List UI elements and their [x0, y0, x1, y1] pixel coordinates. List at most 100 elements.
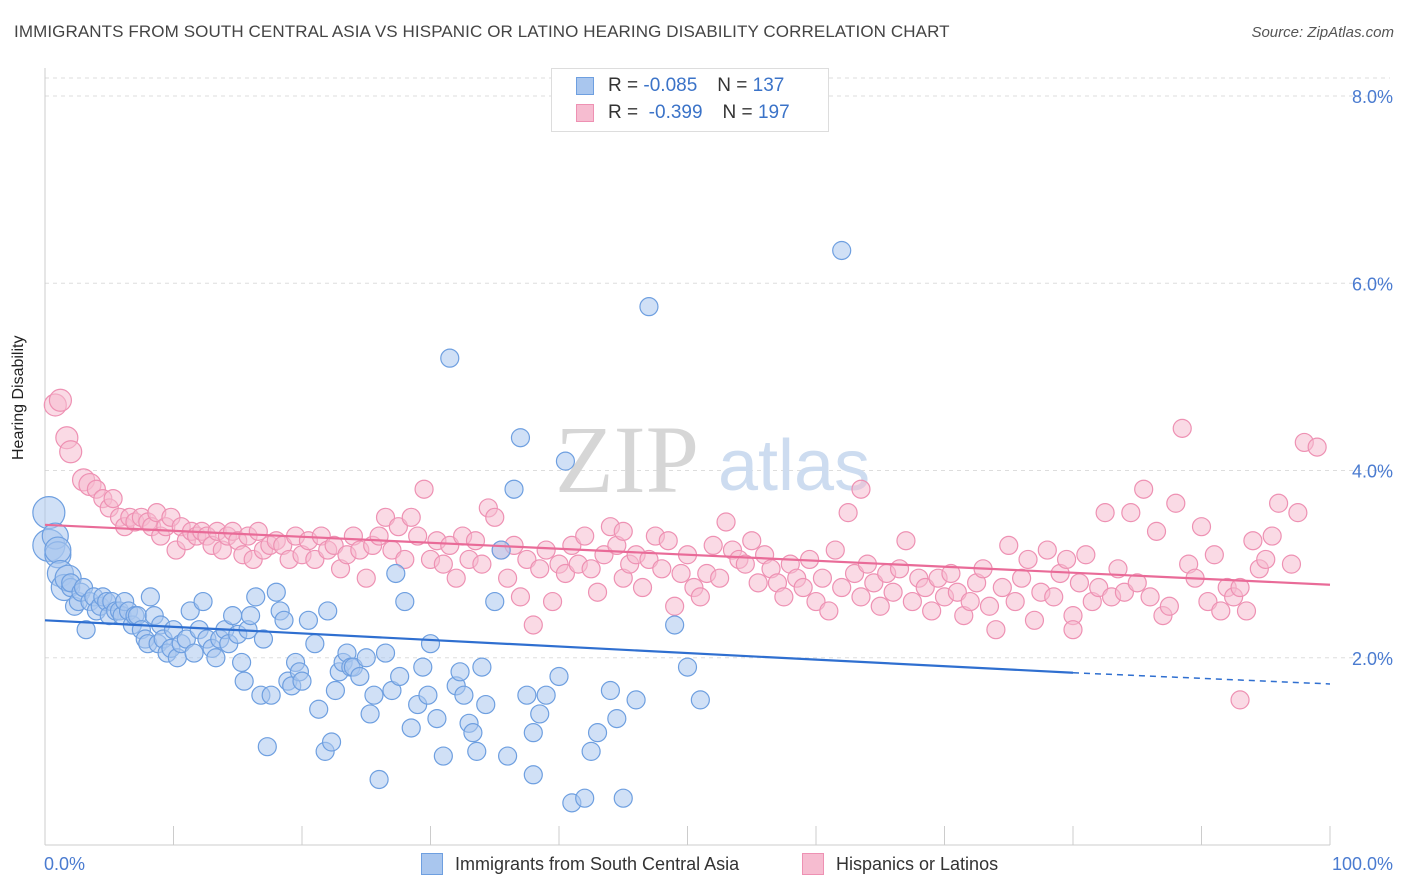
point-hispanics	[1172, 418, 1192, 438]
point-hispanics	[48, 388, 73, 412]
legend-row-blue: R = -0.085 N = 137	[576, 74, 784, 98]
point-south-central-asia	[356, 648, 376, 668]
point-hispanics	[1243, 531, 1263, 551]
point-hispanics	[1018, 549, 1038, 570]
point-hispanics	[915, 577, 935, 598]
point-hispanics	[671, 563, 691, 584]
point-hispanics	[690, 587, 710, 607]
point-hispanics	[825, 540, 845, 560]
point-hispanics	[1011, 568, 1032, 588]
point-hispanics	[896, 531, 916, 551]
point-south-central-asia	[613, 788, 633, 808]
point-hispanics	[1166, 493, 1186, 513]
point-south-central-asia	[234, 671, 254, 691]
point-south-central-asia	[413, 657, 433, 677]
legend-swatch-blue	[576, 77, 594, 95]
point-south-central-asia	[246, 587, 266, 607]
point-hispanics	[864, 573, 884, 593]
point-hispanics	[1211, 601, 1231, 621]
tick-labels: 2.0% 4.0% 6.0% 8.0% 0.0% 100.0%	[44, 87, 1393, 874]
point-south-central-asia	[266, 582, 286, 602]
x-tick-label-end: 100.0%	[1332, 854, 1393, 874]
point-hispanics	[375, 507, 396, 527]
point-south-central-asia	[321, 732, 342, 752]
point-south-central-asia	[427, 709, 447, 729]
point-hispanics	[1037, 540, 1057, 560]
point-hispanics	[1198, 591, 1218, 612]
point-hispanics	[735, 554, 755, 574]
point-hispanics	[433, 554, 453, 574]
watermark-zip: ZIP	[555, 406, 699, 513]
point-hispanics	[812, 568, 833, 588]
trend-lines	[44, 523, 1331, 685]
point-hispanics	[947, 582, 967, 602]
point-south-central-asia	[241, 606, 261, 626]
point-hispanics	[632, 577, 653, 598]
point-hispanics	[59, 440, 83, 464]
point-south-central-asia	[665, 615, 685, 635]
point-hispanics	[305, 549, 325, 570]
point-hispanics	[575, 526, 595, 546]
point-hispanics	[870, 596, 890, 616]
point-hispanics	[844, 563, 865, 584]
point-hispanics	[472, 554, 492, 574]
legend-blue-n-label: N =	[717, 75, 748, 96]
y-tick-label: 8.0%	[1352, 87, 1393, 107]
point-hispanics	[1230, 690, 1250, 710]
point-hispanics	[793, 577, 813, 598]
point-south-central-asia	[360, 704, 380, 724]
point-south-central-asia	[401, 718, 421, 738]
point-hispanics	[986, 620, 1006, 640]
point-hispanics	[1044, 587, 1064, 607]
point-hispanics	[1146, 521, 1167, 541]
axes	[44, 68, 1331, 846]
point-south-central-asia	[375, 643, 396, 663]
point-south-central-asia	[530, 704, 550, 724]
point-hispanics	[395, 549, 415, 570]
point-hispanics	[613, 521, 633, 541]
point-hispanics	[587, 582, 608, 602]
point-south-central-asia	[485, 591, 505, 612]
point-south-central-asia	[476, 694, 496, 715]
point-hispanics	[1095, 503, 1115, 523]
point-hispanics	[979, 596, 1000, 616]
point-hispanics	[356, 568, 376, 588]
point-hispanics	[652, 559, 672, 579]
point-hispanics	[1069, 573, 1090, 593]
point-hispanics	[1024, 610, 1045, 630]
point-hispanics	[440, 535, 460, 556]
bottom-legend-pink-label: Hispanics or Latinos	[836, 853, 999, 874]
correlation-legend: R = -0.085 N = 137 R = -0.399 N = 197	[551, 68, 829, 132]
point-south-central-asia	[690, 690, 710, 710]
y-tick-label: 4.0%	[1352, 462, 1393, 482]
point-hispanics	[1063, 620, 1083, 640]
point-hispanics	[1230, 577, 1250, 598]
point-hispanics	[1288, 503, 1308, 523]
point-hispanics	[832, 577, 852, 598]
point-south-central-asia	[536, 685, 556, 705]
point-south-central-asia	[555, 451, 576, 471]
point-hispanics	[922, 601, 942, 621]
point-south-central-asia	[206, 648, 226, 668]
point-hispanics	[1127, 573, 1147, 593]
point-south-central-asia	[607, 709, 627, 729]
point-hispanics	[806, 591, 826, 612]
point-hispanics	[1121, 503, 1141, 523]
point-hispanics	[1134, 479, 1154, 499]
bottom-legend-swatch-blue	[421, 853, 443, 875]
point-hispanics	[103, 488, 123, 509]
bottom-legend-blue-label: Immigrants from South Central Asia	[455, 853, 740, 874]
point-hispanics	[1204, 545, 1224, 565]
point-south-central-asia	[305, 634, 325, 654]
bottom-legend-pink: Hispanics or Latinos	[802, 851, 998, 877]
point-south-central-asia	[549, 666, 569, 687]
point-south-central-asia	[180, 601, 200, 621]
point-hispanics	[889, 559, 910, 579]
point-south-central-asia	[523, 765, 543, 785]
point-south-central-asia	[386, 563, 406, 584]
point-hispanics	[1114, 582, 1135, 602]
point-south-central-asia	[318, 601, 338, 621]
point-hispanics	[992, 577, 1012, 598]
watermark: ZIP atlas	[555, 406, 870, 513]
legend-blue-r-label: R =	[608, 75, 639, 96]
